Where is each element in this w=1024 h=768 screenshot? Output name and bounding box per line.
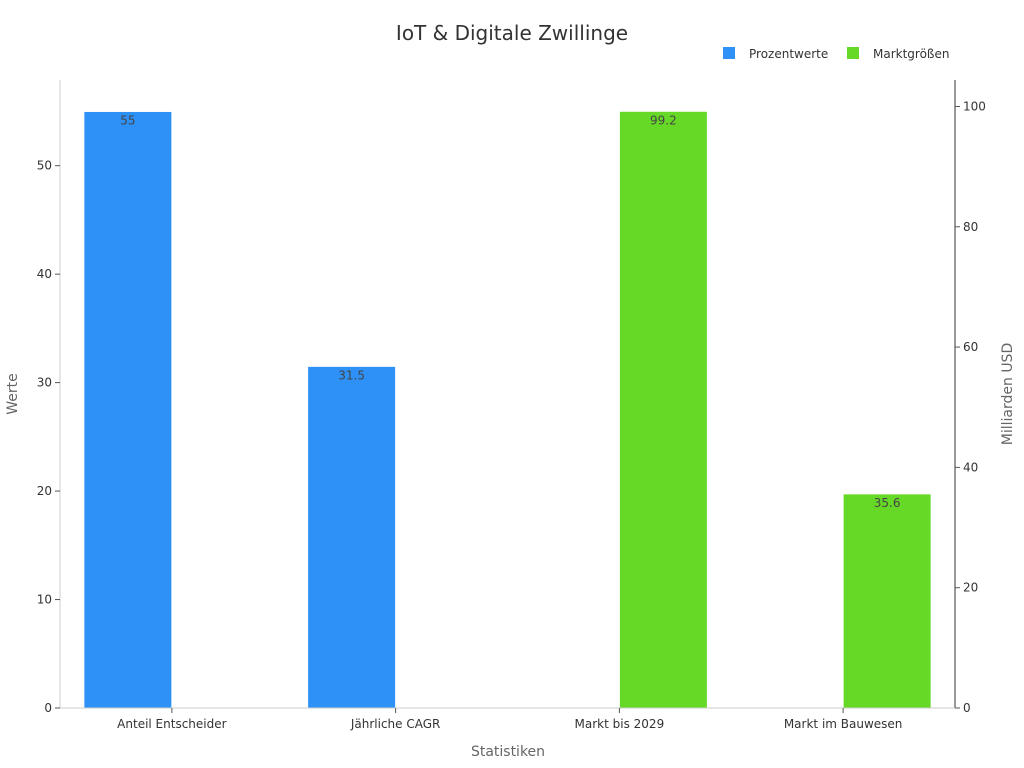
legend: Prozentwerte Marktgrößen bbox=[723, 47, 949, 61]
legend-label-prozentwerte: Prozentwerte bbox=[749, 47, 828, 61]
data-label-jaehrliche-cagr: 31.5 bbox=[338, 368, 365, 382]
bar-marktgroessen-markt-bis-2029 bbox=[618, 110, 708, 709]
y-axis-ticks: 0 10 20 30 40 50 bbox=[37, 159, 60, 715]
y2-tick-label: 60 bbox=[963, 340, 978, 354]
y-axis-title: Werte bbox=[5, 373, 21, 415]
data-label-markt-bis-2029: 99.2 bbox=[650, 113, 677, 127]
chart-title: IoT & Digitale Zwillinge bbox=[396, 21, 628, 45]
bar-prozentwerte-anteil-entscheider bbox=[83, 110, 173, 709]
y2-tick-label: 100 bbox=[963, 99, 986, 113]
bar-marktgroessen-markt-im-bauwesen bbox=[842, 493, 932, 709]
x-axis-ticks: Anteil Entscheider Jährliche CAGR Markt bi… bbox=[117, 708, 902, 731]
y-tick-label: 10 bbox=[37, 593, 52, 607]
y2-axis-title: Milliarden USD bbox=[1000, 343, 1016, 445]
y-tick-label: 0 bbox=[44, 701, 52, 715]
y-tick-label: 20 bbox=[37, 484, 52, 498]
y2-tick-label: 0 bbox=[963, 701, 971, 715]
y-tick-label: 50 bbox=[37, 159, 52, 173]
y-tick-label: 40 bbox=[37, 267, 52, 281]
y2-axis-ticks: 0 20 40 60 80 100 bbox=[955, 99, 986, 715]
bar-prozentwerte-jaehrliche-cagr bbox=[307, 365, 397, 709]
legend-label-marktgroessen: Marktgrößen bbox=[873, 47, 949, 61]
y-tick-label: 30 bbox=[37, 376, 52, 390]
data-label-anteil-entscheider: 55 bbox=[120, 113, 135, 127]
y2-tick-label: 80 bbox=[963, 220, 978, 234]
x-tick-label-markt-im-bauwesen: Markt im Bauwesen bbox=[784, 717, 903, 731]
x-tick-label-jaehrliche-cagr: Jährliche CAGR bbox=[350, 717, 441, 731]
y2-tick-label: 20 bbox=[963, 581, 978, 595]
y2-tick-label: 40 bbox=[963, 460, 978, 474]
x-tick-label-markt-bis-2029: Markt bis 2029 bbox=[575, 717, 665, 731]
plot-area: 55 31.5 99.2 35.6 bbox=[83, 110, 932, 709]
data-label-markt-im-bauwesen: 35.6 bbox=[874, 496, 901, 510]
x-tick-label-anteil-entscheider: Anteil Entscheider bbox=[117, 717, 226, 731]
legend-swatch-marktgroessen bbox=[847, 47, 859, 59]
legend-swatch-prozentwerte bbox=[723, 47, 735, 59]
x-axis-title: Statistiken bbox=[471, 744, 545, 760]
